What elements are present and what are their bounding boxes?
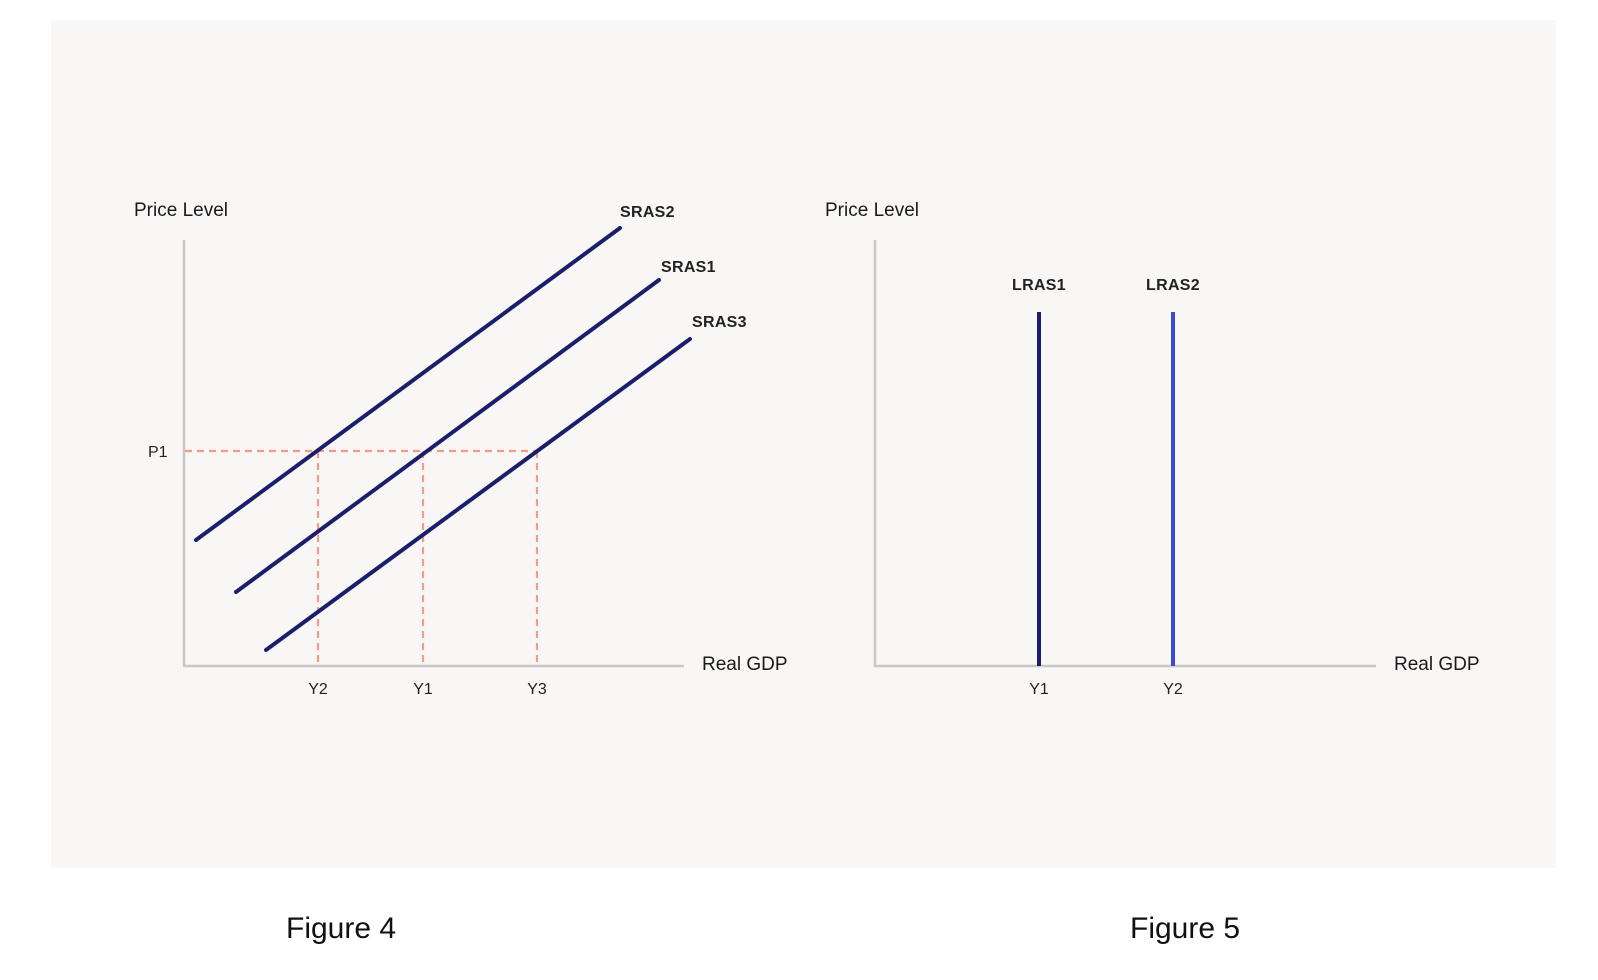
lras2-label: LRAS2 (1146, 277, 1200, 294)
sras3-label: SRAS3 (692, 314, 747, 331)
figure-5-caption: Figure 5 (1130, 912, 1241, 945)
fig4-y-axis-label: Price Level (134, 200, 228, 221)
fig4-tick-y1: Y1 (413, 681, 433, 698)
fig5-x-axis-label: Real GDP (1394, 654, 1480, 675)
fig5-tick-y2: Y2 (1163, 681, 1183, 698)
diagram-panel (51, 20, 1556, 868)
fig4-tick-y2: Y2 (308, 681, 328, 698)
sras1-curve (234, 278, 661, 594)
fig4-x-axis-label: Real GDP (702, 654, 788, 675)
figure-4-caption: Figure 4 (286, 912, 397, 945)
fig4-tick-y3: Y3 (527, 681, 547, 698)
sras2-label: SRAS2 (620, 204, 675, 221)
sras3-curve (264, 337, 692, 652)
fig5-y-axis-label: Price Level (825, 200, 919, 221)
sras2-curve (194, 226, 622, 542)
figure-4: Price Level Real GDP P1 SRAS2 SRAS1 SRAS… (134, 200, 788, 698)
fig5-tick-y1: Y1 (1029, 681, 1049, 698)
lras1-label: LRAS1 (1012, 277, 1066, 294)
sras1-label: SRAS1 (661, 259, 716, 276)
figure-5: Price Level Real GDP LRAS1 LRAS2 Y1 Y2 (825, 200, 1480, 698)
fig4-price-label-p1: P1 (148, 444, 168, 461)
